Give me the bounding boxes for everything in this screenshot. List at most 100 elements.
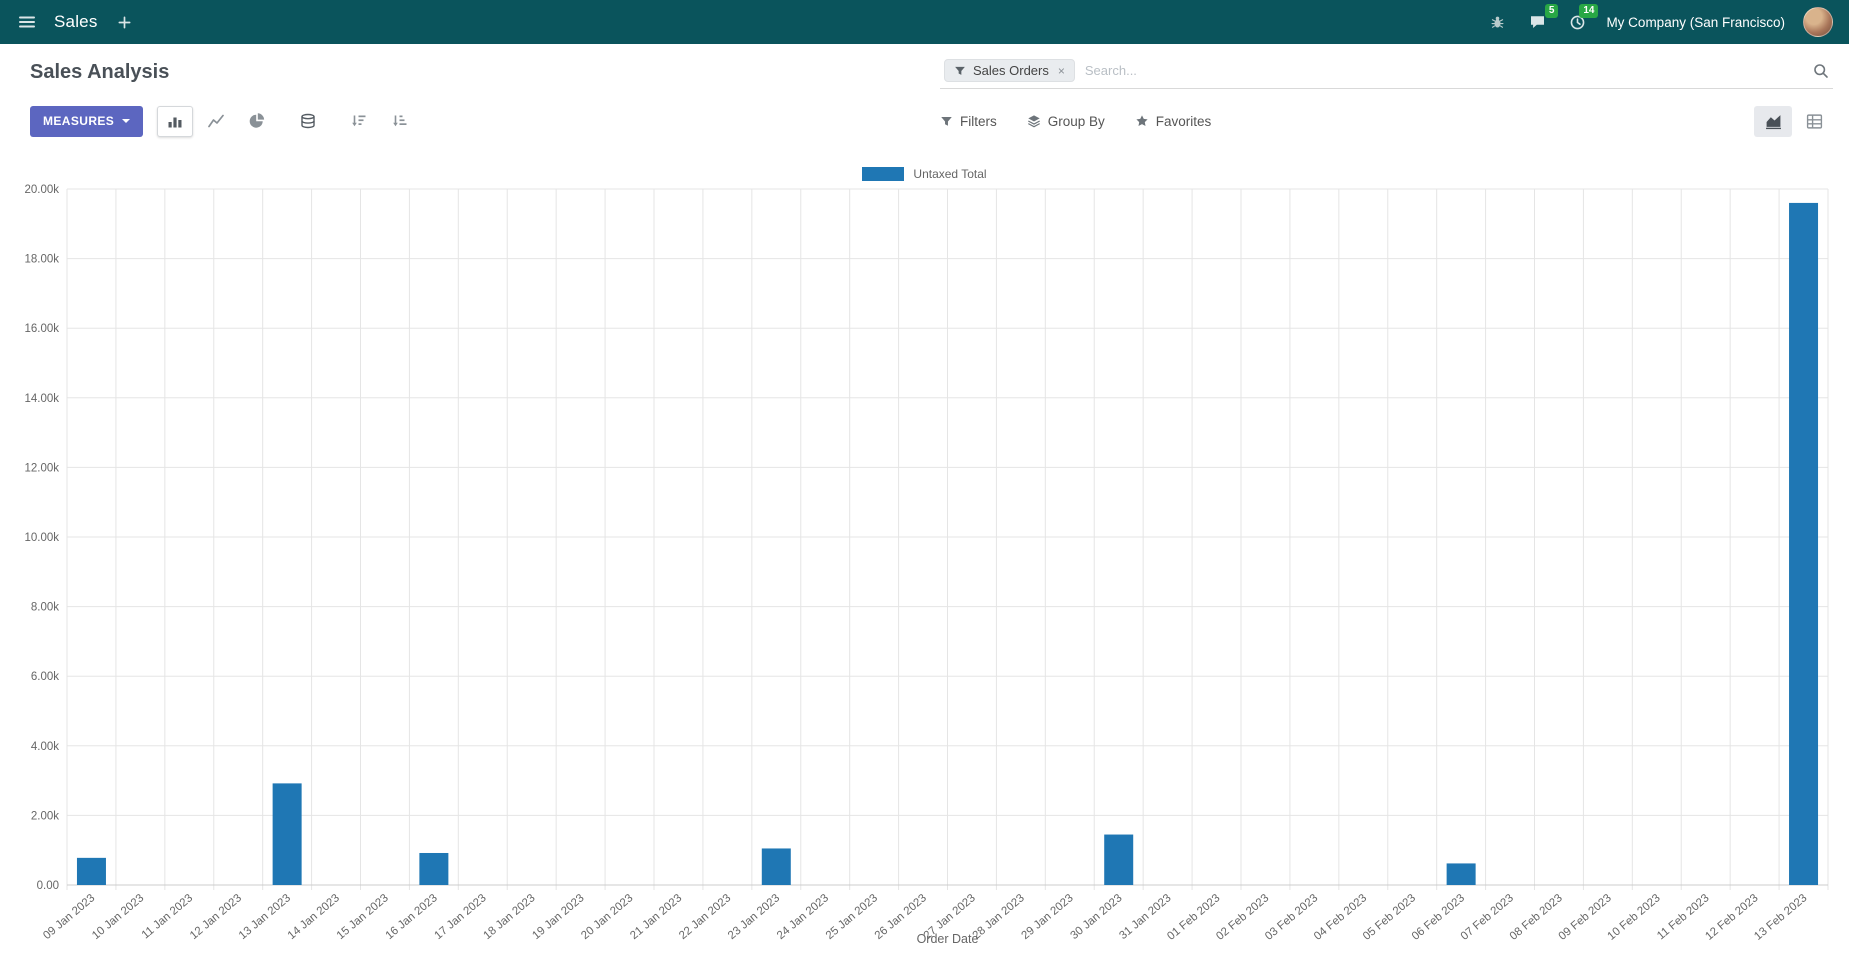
x-tick-label: 14 Jan 2023 <box>286 892 342 942</box>
stacked-toggle-button[interactable] <box>290 106 326 137</box>
search-options: Filters Group By Favorites <box>940 96 1211 146</box>
sort-descending-button[interactable] <box>341 106 377 137</box>
chart-type-switcher <box>157 105 418 137</box>
filter-funnel-icon <box>954 65 966 77</box>
graph-view-button[interactable] <box>1754 105 1792 137</box>
measures-label: MEASURES <box>43 114 115 128</box>
filters-button[interactable]: Filters <box>940 114 997 129</box>
filters-funnel-icon <box>940 115 953 128</box>
x-tick-label: 24 Jan 2023 <box>775 892 831 942</box>
menu-icon[interactable] <box>16 11 38 33</box>
y-tick-label: 18.00k <box>24 254 59 266</box>
legend-swatch <box>862 167 905 181</box>
x-tick-label: 02 Feb 2023 <box>1214 892 1271 943</box>
favorites-label: Favorites <box>1155 113 1212 129</box>
x-tick-label: 28 Jan 2023 <box>971 892 1027 942</box>
search-icon[interactable] <box>1813 63 1829 79</box>
bar[interactable] <box>1789 202 1819 886</box>
x-tick-label: 05 Feb 2023 <box>1361 892 1418 943</box>
y-tick-label: 20.00k <box>24 184 59 196</box>
facet-label: Sales Orders <box>973 63 1049 78</box>
star-icon <box>1135 114 1149 128</box>
x-tick-label: 08 Feb 2023 <box>1508 892 1565 943</box>
app-name[interactable]: Sales <box>54 12 98 31</box>
x-tick-label: 04 Feb 2023 <box>1312 892 1369 943</box>
bar[interactable] <box>272 783 302 885</box>
y-tick-label: 16.00k <box>24 323 59 335</box>
top-navbar: Sales 5 14 My Company (San Francisco) <box>0 0 1849 44</box>
group-by-button[interactable]: Group By <box>1027 114 1105 129</box>
bar[interactable] <box>761 848 791 885</box>
x-axis-title: Order Date <box>917 932 979 946</box>
bar[interactable] <box>1446 863 1476 885</box>
y-tick-label: 6.00k <box>31 671 59 683</box>
bar[interactable] <box>76 857 106 885</box>
x-tick-label: 11 Jan 2023 <box>140 892 196 941</box>
bar[interactable] <box>419 852 449 885</box>
x-tick-label: 16 Jan 2023 <box>384 892 440 942</box>
search-bar: Sales Orders × <box>940 58 1833 89</box>
favorites-button[interactable]: Favorites <box>1135 113 1212 129</box>
company-switcher[interactable]: My Company (San Francisco) <box>1606 14 1785 30</box>
y-tick-label: 14.00k <box>24 393 59 405</box>
x-tick-label: 10 Jan 2023 <box>90 892 146 942</box>
pivot-view-button[interactable] <box>1795 106 1833 137</box>
legend-label: Untaxed Total <box>913 167 987 181</box>
y-tick-label: 2.00k <box>31 810 59 822</box>
view-switcher <box>1754 96 1833 146</box>
filters-label: Filters <box>960 113 997 129</box>
messages-icon[interactable]: 5 <box>1526 4 1559 33</box>
user-avatar[interactable] <box>1803 7 1833 37</box>
x-tick-label: 01 Feb 2023 <box>1165 892 1222 943</box>
x-tick-label: 21 Jan 2023 <box>628 892 684 942</box>
group-by-label: Group By <box>1047 113 1105 129</box>
x-tick-label: 12 Jan 2023 <box>188 892 244 942</box>
layers-icon <box>1027 114 1041 128</box>
activities-clock-icon[interactable]: 14 <box>1566 4 1599 33</box>
search-input[interactable] <box>1084 63 1813 78</box>
bar[interactable] <box>1104 834 1134 885</box>
bar-chart-canvas: 0.00 2.00k 4.00k 6.00k 8.00k 10.00k 12.00k 14.0… <box>24 184 1829 946</box>
measures-button[interactable]: MEASURES <box>30 105 144 137</box>
search-facet: Sales Orders × <box>944 59 1075 82</box>
y-tick-label: 0.00 <box>37 880 59 892</box>
bar-chart-button[interactable] <box>157 105 194 137</box>
y-tick-label: 10.00k <box>24 532 59 544</box>
chart-legend[interactable]: Untaxed Total <box>0 164 1849 184</box>
x-tick-label: 15 Jan 2023 <box>335 892 391 942</box>
x-tick-label: 22 Jan 2023 <box>677 892 733 942</box>
x-tick-label: 25 Jan 2023 <box>824 892 880 942</box>
activities-badge: 14 <box>1579 4 1599 18</box>
x-tick-label: 07 Feb 2023 <box>1459 892 1516 943</box>
control-panel-top: Sales Analysis Sales Orders × <box>0 44 1849 96</box>
sort-ascending-button[interactable] <box>382 106 418 137</box>
x-tick-label: 30 Jan 2023 <box>1068 892 1124 942</box>
x-tick-label: 29 Jan 2023 <box>1020 892 1076 942</box>
line-chart-button[interactable] <box>198 106 234 137</box>
x-tick-label: 09 Jan 2023 <box>41 892 97 942</box>
graph-view-chart: Untaxed Total 0.00 2.00k 4.00k 6.00k 8.00k 10… <box>0 164 1849 958</box>
facet-remove-icon[interactable]: × <box>1057 63 1065 78</box>
x-tick-label: 17 Jan 2023 <box>433 892 489 942</box>
x-tick-label: 06 Feb 2023 <box>1410 892 1467 943</box>
x-tick-label: 18 Jan 2023 <box>481 892 537 942</box>
x-tick-label: 13 Feb 2023 <box>1752 892 1809 943</box>
y-tick-label: 12.00k <box>24 462 59 474</box>
debug-bug-icon[interactable] <box>1486 11 1508 33</box>
caret-down-icon <box>122 119 131 123</box>
x-tick-label: 23 Jan 2023 <box>726 892 782 942</box>
y-tick-label: 4.00k <box>31 741 59 753</box>
y-tick-label: 8.00k <box>31 602 59 614</box>
x-tick-label: 10 Feb 2023 <box>1606 892 1663 943</box>
control-panel-buttons: MEASURES <box>0 96 1849 146</box>
x-tick-label: 20 Jan 2023 <box>579 892 635 942</box>
topbar-systray: 5 14 My Company (San Francisco) <box>1486 4 1833 37</box>
x-tick-label: 03 Feb 2023 <box>1263 892 1320 943</box>
messages-badge: 5 <box>1544 4 1559 18</box>
page-title: Sales Analysis <box>30 61 170 83</box>
x-tick-label: 12 Feb 2023 <box>1703 892 1760 943</box>
x-tick-label: 13 Jan 2023 <box>237 892 293 942</box>
plus-icon[interactable] <box>114 11 136 33</box>
pie-chart-button[interactable] <box>239 106 275 137</box>
x-tick-label: 09 Feb 2023 <box>1557 892 1614 943</box>
